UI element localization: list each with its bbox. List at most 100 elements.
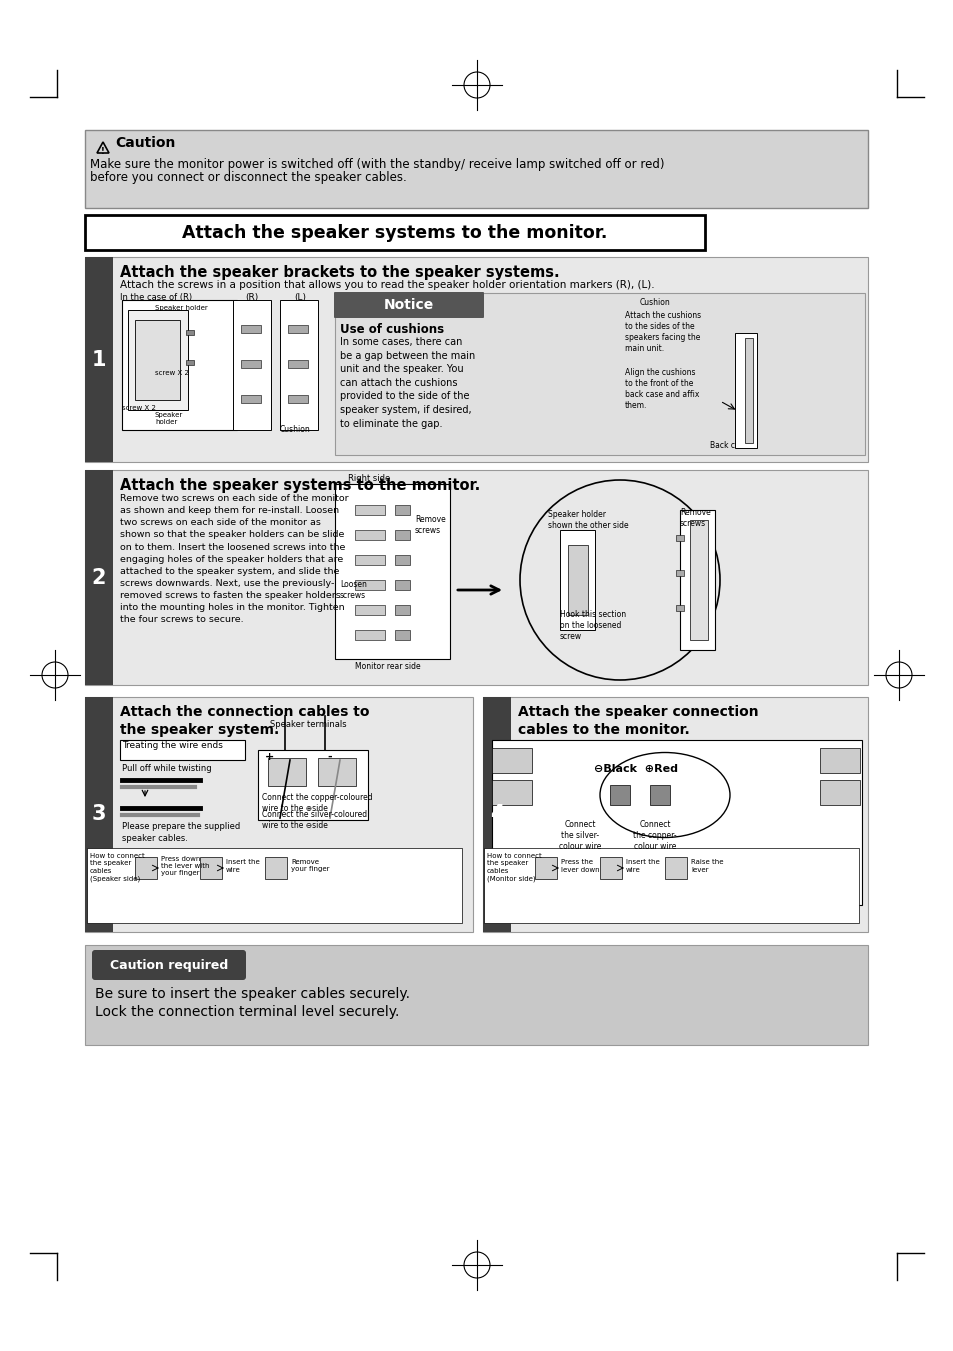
Text: Cushion: Cushion <box>639 299 670 307</box>
Bar <box>288 326 308 332</box>
Text: Raise the
lever: Raise the lever <box>690 859 722 873</box>
Text: -: - <box>327 753 332 762</box>
Bar <box>649 785 669 805</box>
Text: Hook this section
on the loosened
screw: Hook this section on the loosened screw <box>559 611 625 642</box>
Bar <box>567 544 587 615</box>
Text: Notice: Notice <box>383 299 434 312</box>
Bar <box>492 780 532 805</box>
Text: How to connect
the speaker
cables
(Speaker side): How to connect the speaker cables (Speak… <box>90 852 145 882</box>
Text: Speaker holder: Speaker holder <box>154 305 208 311</box>
Bar <box>135 320 180 400</box>
Text: Connect
the copper-
colour wire: Connect the copper- colour wire <box>633 820 676 851</box>
Text: screw X 2: screw X 2 <box>154 370 189 376</box>
Bar <box>186 359 193 365</box>
Text: Remove
screws: Remove screws <box>679 508 710 528</box>
Bar <box>85 470 112 685</box>
Bar <box>744 338 752 443</box>
Text: Monitor rear side: Monitor rear side <box>355 662 420 671</box>
Text: ⊖Black  ⊕Red: ⊖Black ⊕Red <box>594 765 678 774</box>
Text: In the case of (R): In the case of (R) <box>120 293 192 303</box>
Bar <box>482 697 511 932</box>
Bar <box>233 300 271 430</box>
Bar <box>335 293 864 455</box>
Bar <box>288 394 308 403</box>
Bar <box>395 605 410 615</box>
Text: Use of cushions: Use of cushions <box>339 323 444 336</box>
Bar <box>820 780 859 805</box>
Bar <box>335 484 450 659</box>
Text: Speaker
holder: Speaker holder <box>154 412 183 426</box>
Bar <box>482 697 867 932</box>
Text: Press the
lever down: Press the lever down <box>560 859 599 873</box>
Bar <box>85 697 112 932</box>
Bar <box>317 758 355 786</box>
Text: Connect the silver-coloured
wire to the ⊖side: Connect the silver-coloured wire to the … <box>262 811 367 830</box>
Text: Lock the connection terminal level securely.: Lock the connection terminal level secur… <box>95 1005 399 1019</box>
Bar <box>395 530 410 540</box>
Bar <box>535 857 557 880</box>
Bar <box>676 570 683 576</box>
Bar <box>128 309 188 409</box>
Text: (L): (L) <box>294 293 306 303</box>
Text: 3: 3 <box>91 804 106 824</box>
Text: Speaker holder
shown the other side: Speaker holder shown the other side <box>547 509 628 530</box>
Bar <box>676 535 683 540</box>
Text: Connect
the silver-
colour wire: Connect the silver- colour wire <box>558 820 600 851</box>
Text: Attach the speaker systems to the monitor.: Attach the speaker systems to the monito… <box>120 478 479 493</box>
Text: Please prepare the supplied
speaker cables.: Please prepare the supplied speaker cabl… <box>122 821 240 843</box>
Bar <box>200 857 222 880</box>
Text: Caution: Caution <box>115 136 175 150</box>
Bar <box>85 697 473 932</box>
Text: Remove two screws on each side of the monitor
as shown and keep them for re-inst: Remove two screws on each side of the mo… <box>120 494 348 624</box>
Text: Press down
the lever with
your finger: Press down the lever with your finger <box>161 857 210 875</box>
Text: !: ! <box>101 146 105 155</box>
Text: Right side: Right side <box>348 474 390 484</box>
Text: Remove
your finger: Remove your finger <box>291 859 329 873</box>
Bar <box>85 257 112 462</box>
Bar <box>280 300 317 430</box>
Bar <box>679 509 714 650</box>
Text: Be sure to insert the speaker cables securely.: Be sure to insert the speaker cables sec… <box>95 988 410 1001</box>
Text: Attach the speaker connection
cables to the monitor.: Attach the speaker connection cables to … <box>517 705 758 738</box>
Bar <box>120 740 245 761</box>
Text: before you connect or disconnect the speaker cables.: before you connect or disconnect the spe… <box>90 172 406 184</box>
Bar <box>122 300 236 430</box>
Bar <box>355 505 385 515</box>
Bar <box>492 748 532 773</box>
Text: Attach the cushions
to the sides of the
speakers facing the
main unit.: Attach the cushions to the sides of the … <box>624 311 700 354</box>
Bar <box>265 857 287 880</box>
Text: screw X 2: screw X 2 <box>122 405 155 411</box>
Bar <box>395 580 410 590</box>
Text: Remove
screws: Remove screws <box>415 515 445 535</box>
Text: Back case: Back case <box>709 440 747 450</box>
Text: Connect the copper-coloured
wire to the ⊕side: Connect the copper-coloured wire to the … <box>262 793 373 813</box>
Bar <box>288 359 308 367</box>
Bar <box>85 215 704 250</box>
Bar <box>734 332 757 449</box>
Text: Align the cushions
to the front of the
back case and affix
them.: Align the cushions to the front of the b… <box>624 367 699 411</box>
Bar <box>395 505 410 515</box>
Bar <box>186 330 193 335</box>
Bar <box>135 857 157 880</box>
Bar <box>483 848 858 923</box>
Bar <box>395 555 410 565</box>
Bar <box>689 520 707 640</box>
Bar <box>268 758 306 786</box>
Bar <box>559 530 595 630</box>
Bar <box>609 785 629 805</box>
Text: 4: 4 <box>489 804 504 824</box>
Text: Loosen
screws: Loosen screws <box>339 580 367 600</box>
Text: Attach the speaker systems to the monitor.: Attach the speaker systems to the monito… <box>182 223 607 242</box>
Bar <box>87 848 461 923</box>
Text: Insert the
wire: Insert the wire <box>226 859 259 873</box>
Text: Insert the
wire: Insert the wire <box>625 859 659 873</box>
Bar <box>241 394 261 403</box>
Text: Caution required: Caution required <box>110 958 228 971</box>
Bar <box>355 630 385 640</box>
Text: How to connect
the speaker
cables
(Monitor side): How to connect the speaker cables (Monit… <box>486 852 541 882</box>
Bar <box>355 530 385 540</box>
Bar <box>492 740 862 905</box>
Text: Make sure the monitor power is switched off (with the standby/ receive lamp swit: Make sure the monitor power is switched … <box>90 158 664 172</box>
Text: Speaker terminals: Speaker terminals <box>270 720 346 730</box>
Text: Cushion: Cushion <box>280 426 311 434</box>
